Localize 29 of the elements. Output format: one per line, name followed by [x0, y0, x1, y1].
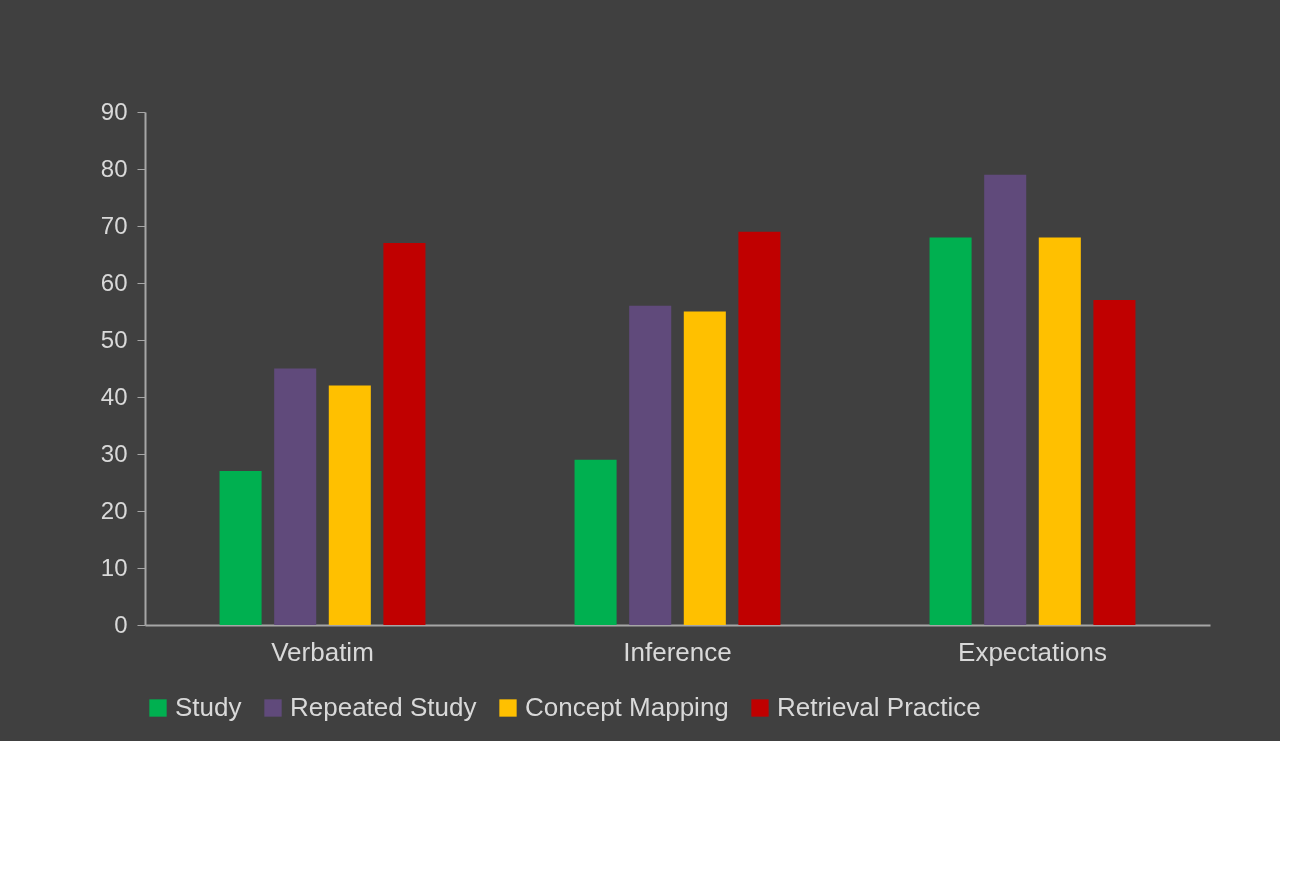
- bar: [328, 385, 371, 625]
- y-tick-label: 20: [100, 496, 128, 524]
- y-tick-label: 60: [100, 268, 128, 296]
- bar: [1038, 237, 1081, 625]
- bar: [574, 459, 617, 625]
- bar: [1093, 300, 1136, 625]
- x-tick-label: Inference: [623, 636, 732, 667]
- y-tick-label: 40: [100, 382, 128, 410]
- legend-label: Study: [175, 692, 242, 722]
- bar: [274, 368, 317, 625]
- y-tick-label: 70: [100, 211, 128, 239]
- bar: [683, 311, 726, 625]
- y-tick-label: 90: [100, 97, 128, 125]
- y-tick-label: 0: [114, 610, 128, 638]
- bar: [984, 174, 1027, 625]
- y-tick-label: 30: [100, 439, 128, 467]
- bar: [929, 237, 972, 625]
- y-tick-label: 80: [100, 154, 128, 182]
- bar: [738, 231, 781, 625]
- legend-label: Repeated Study: [290, 692, 477, 722]
- bar: [383, 243, 426, 625]
- bar: [629, 305, 672, 625]
- legend-label: Retrieval Practice: [777, 692, 981, 722]
- x-tick-label: Verbatim: [271, 636, 374, 667]
- y-tick-label: 10: [100, 553, 128, 581]
- x-tick-label: Expectations: [958, 636, 1107, 667]
- y-tick-label: 50: [100, 325, 128, 353]
- bar: [219, 471, 262, 625]
- legend-label: Concept Mapping: [525, 692, 729, 722]
